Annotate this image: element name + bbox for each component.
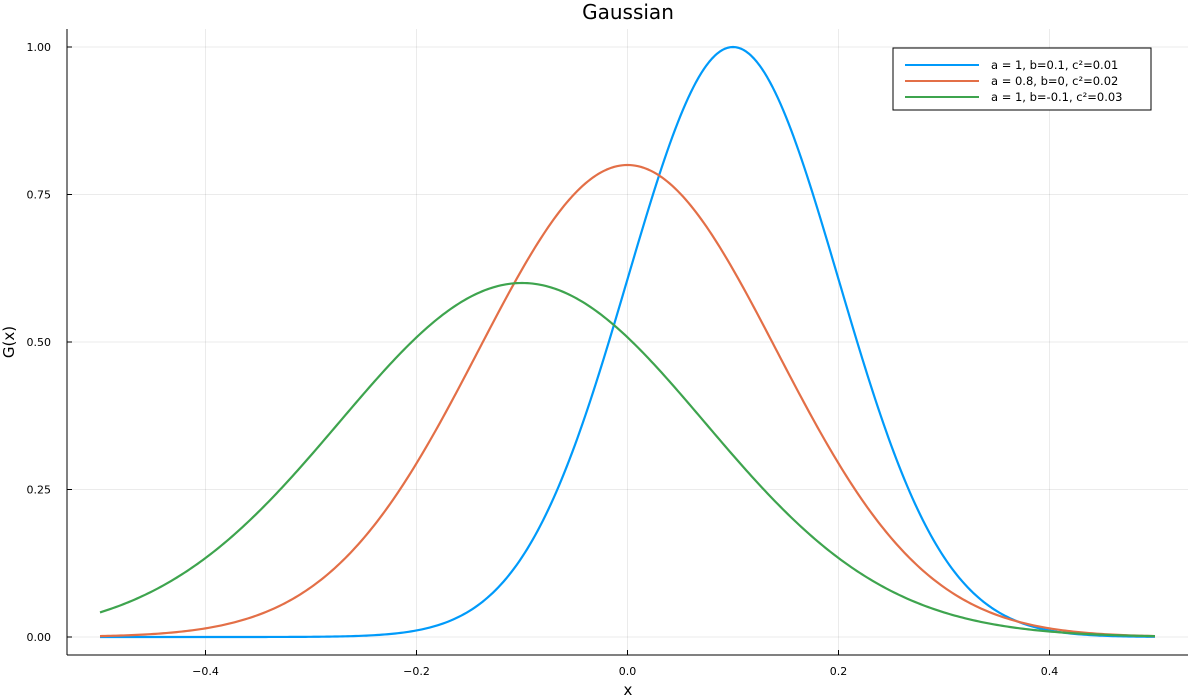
y-axis-label: G(x) (0, 326, 18, 358)
series-line-2 (99, 163, 1156, 638)
legend-label: a = 1, b=-0.1, c²=0.03 (991, 90, 1122, 104)
x-tick-label: 0.0 (619, 665, 637, 678)
x-tick-label: −0.2 (403, 665, 430, 678)
x-gridlines (205, 29, 1050, 655)
legend-label: a = 0.8, b=0, c²=0.02 (991, 74, 1118, 88)
x-axis-label: x (624, 681, 633, 699)
y-axis-ticks: 0.00 0.25 0.50 0.75 1.00 (27, 41, 72, 644)
y-tick-label: 0.75 (27, 189, 52, 202)
y-tick-label: 1.00 (27, 41, 52, 54)
series-line-1 (100, 45, 1156, 639)
x-tick-label: −0.4 (192, 665, 219, 678)
legend-box (892, 47, 1152, 111)
legend-label: a = 1, b=0.1, c²=0.01 (991, 58, 1118, 72)
chart-title: Gaussian (582, 0, 674, 24)
y-tick-label: 0.50 (27, 336, 52, 349)
x-axis-ticks: −0.4 −0.2 0.0 0.2 0.4 (192, 650, 1058, 678)
x-tick-label: 0.4 (1041, 665, 1059, 678)
series-lines (99, 45, 1156, 639)
y-tick-label: 0.00 (27, 631, 52, 644)
legend: a = 1, b=0.1, c²=0.01 a = 0.8, b=0, c²=0.… (892, 47, 1152, 111)
series-line-3 (99, 281, 1156, 638)
x-tick-label: 0.2 (830, 665, 848, 678)
y-tick-label: 0.25 (27, 484, 52, 497)
